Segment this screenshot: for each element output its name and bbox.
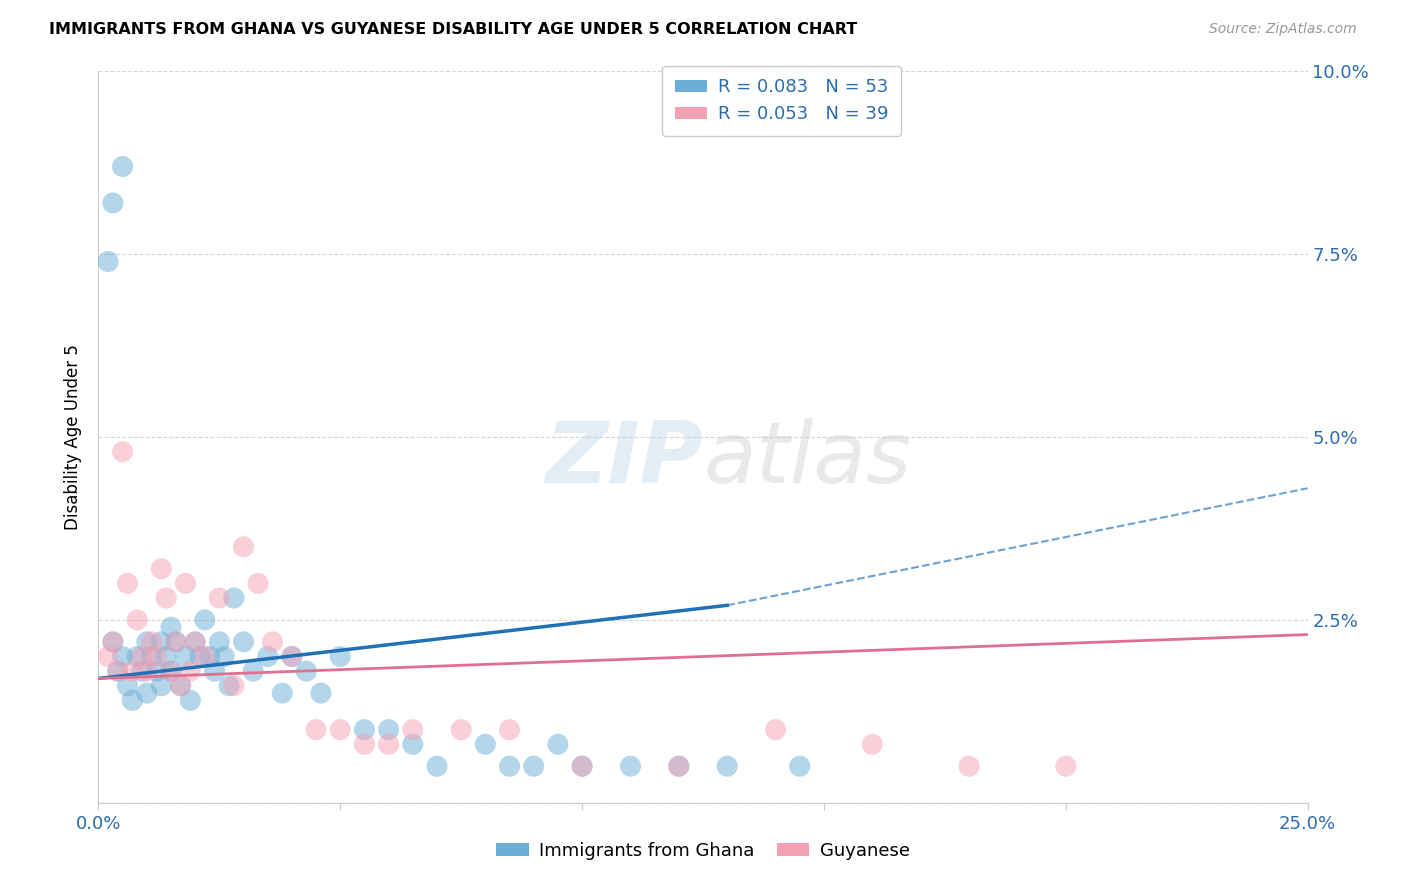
Point <box>377 737 399 751</box>
Point <box>184 635 207 649</box>
Point <box>247 576 270 591</box>
Point <box>169 679 191 693</box>
Point <box>305 723 328 737</box>
Point <box>169 679 191 693</box>
Point <box>218 679 240 693</box>
Point <box>194 613 217 627</box>
Point <box>101 635 124 649</box>
Point <box>131 649 153 664</box>
Point <box>127 613 149 627</box>
Point <box>131 664 153 678</box>
Point <box>121 693 143 707</box>
Point <box>208 635 231 649</box>
Point <box>141 649 163 664</box>
Point <box>498 759 520 773</box>
Point <box>571 759 593 773</box>
Point <box>498 723 520 737</box>
Point <box>111 649 134 664</box>
Point <box>789 759 811 773</box>
Point <box>135 664 157 678</box>
Point <box>111 444 134 458</box>
Point <box>281 649 304 664</box>
Point <box>204 664 226 678</box>
Point <box>329 649 352 664</box>
Point <box>155 649 177 664</box>
Point <box>402 737 425 751</box>
Point <box>198 649 221 664</box>
Point <box>150 635 173 649</box>
Point <box>353 723 375 737</box>
Legend: Immigrants from Ghana, Guyanese: Immigrants from Ghana, Guyanese <box>489 835 917 867</box>
Point <box>97 649 120 664</box>
Point <box>256 649 278 664</box>
Point <box>295 664 318 678</box>
Point <box>145 649 167 664</box>
Point <box>179 664 201 678</box>
Point <box>668 759 690 773</box>
Point <box>450 723 472 737</box>
Point <box>1054 759 1077 773</box>
Point <box>765 723 787 737</box>
Point <box>135 635 157 649</box>
Point <box>271 686 294 700</box>
Point <box>262 635 284 649</box>
Point <box>329 723 352 737</box>
Point <box>145 664 167 678</box>
Point <box>353 737 375 751</box>
Point <box>101 196 124 211</box>
Text: ZIP: ZIP <box>546 417 703 500</box>
Point <box>957 759 980 773</box>
Point <box>232 635 254 649</box>
Point <box>174 649 197 664</box>
Point <box>107 664 129 678</box>
Point <box>127 649 149 664</box>
Point <box>474 737 496 751</box>
Point <box>135 686 157 700</box>
Point <box>547 737 569 751</box>
Point <box>208 591 231 605</box>
Point <box>222 591 245 605</box>
Point <box>184 635 207 649</box>
Point <box>179 693 201 707</box>
Point <box>194 649 217 664</box>
Point <box>377 723 399 737</box>
Point <box>141 635 163 649</box>
Point <box>860 737 883 751</box>
Point <box>523 759 546 773</box>
Point <box>111 160 134 174</box>
Point <box>117 576 139 591</box>
Point <box>212 649 235 664</box>
Point <box>160 620 183 634</box>
Point <box>101 635 124 649</box>
Text: atlas: atlas <box>703 417 911 500</box>
Point <box>174 576 197 591</box>
Point <box>107 664 129 678</box>
Point <box>668 759 690 773</box>
Point <box>150 679 173 693</box>
Point <box>402 723 425 737</box>
Point <box>188 649 211 664</box>
Text: IMMIGRANTS FROM GHANA VS GUYANESE DISABILITY AGE UNDER 5 CORRELATION CHART: IMMIGRANTS FROM GHANA VS GUYANESE DISABI… <box>49 22 858 37</box>
Point <box>121 664 143 678</box>
Point <box>426 759 449 773</box>
Point <box>155 591 177 605</box>
Point <box>242 664 264 678</box>
Y-axis label: Disability Age Under 5: Disability Age Under 5 <box>65 344 83 530</box>
Point <box>165 635 187 649</box>
Point <box>117 679 139 693</box>
Point <box>571 759 593 773</box>
Point <box>165 635 187 649</box>
Point <box>309 686 332 700</box>
Point <box>716 759 738 773</box>
Point <box>232 540 254 554</box>
Point <box>160 664 183 678</box>
Point <box>160 664 183 678</box>
Point <box>222 679 245 693</box>
Point <box>281 649 304 664</box>
Point <box>97 254 120 268</box>
Point <box>150 562 173 576</box>
Point <box>619 759 641 773</box>
Text: Source: ZipAtlas.com: Source: ZipAtlas.com <box>1209 22 1357 37</box>
